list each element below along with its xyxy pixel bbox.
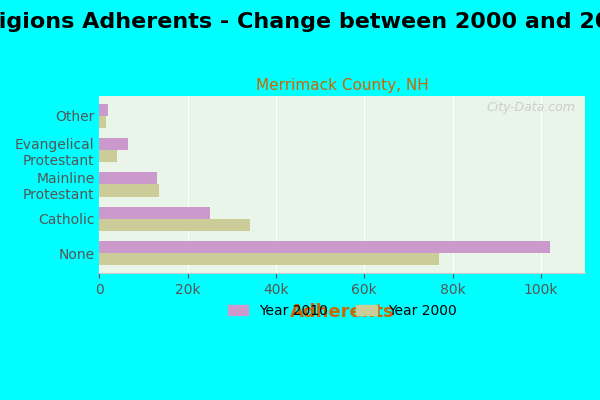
Bar (100, 104, 109, 116)
Legend: Year 2010, Year 2000: Year 2010, Year 2000 (222, 298, 463, 323)
Bar (100, 219, 250, 231)
X-axis label: Adherents: Adherents (290, 303, 395, 321)
Bar (100, 116, 106, 128)
Title: Merrimack County, NH: Merrimack County, NH (256, 78, 428, 93)
Bar (100, 253, 439, 265)
Bar (100, 184, 159, 196)
Bar (100, 138, 128, 150)
Bar (100, 172, 157, 184)
Bar (100, 241, 550, 253)
Text: City-Data.com: City-Data.com (487, 101, 575, 114)
Bar (100, 207, 210, 219)
Bar (100, 150, 117, 162)
Text: Religions Adherents - Change between 2000 and 2010: Religions Adherents - Change between 200… (0, 12, 600, 32)
